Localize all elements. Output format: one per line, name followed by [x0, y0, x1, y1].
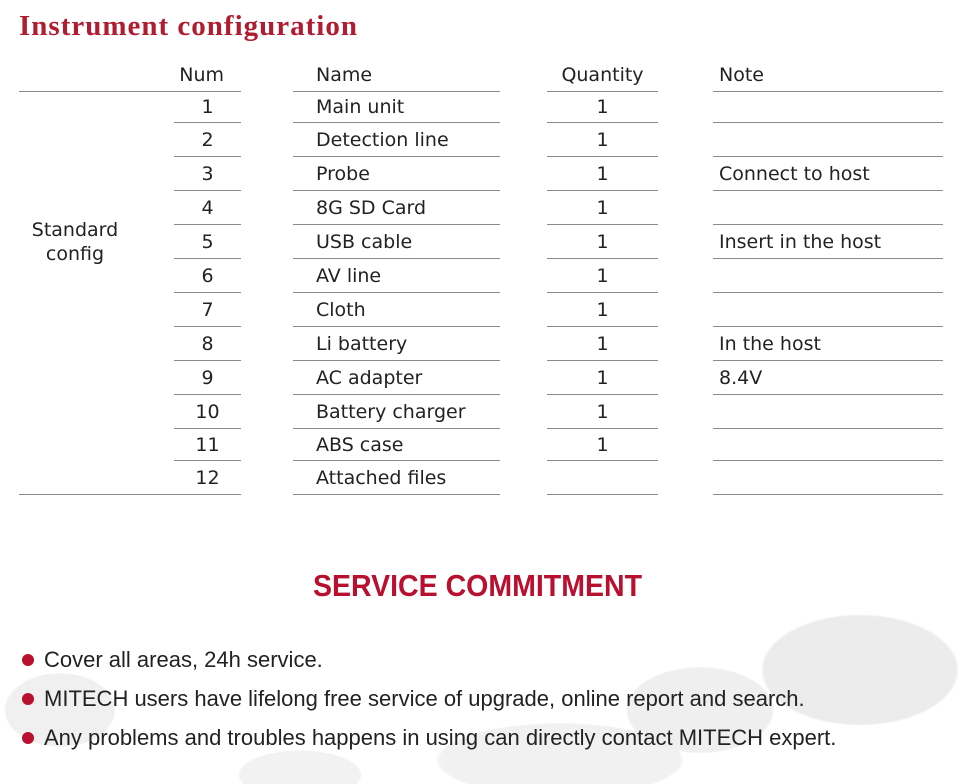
cell-num: 6: [174, 259, 241, 293]
standard-config-group: Standard config: [19, 92, 241, 495]
cell-note: [713, 461, 943, 495]
cell-note: 8.4V: [713, 361, 943, 395]
cell-quantity: 1: [547, 395, 658, 429]
cell-name: Li battery: [293, 327, 500, 361]
cell-quantity: 1: [547, 225, 658, 259]
cell-note: [713, 123, 943, 157]
cell-note: [713, 395, 943, 429]
cell-quantity: 1: [547, 92, 658, 123]
header-note: Note: [713, 59, 943, 92]
bullet-icon: [22, 654, 34, 666]
cell-num: 11: [174, 429, 241, 461]
cell-note: Connect to host: [713, 157, 943, 191]
cell-quantity: 1: [547, 191, 658, 225]
cell-quantity: 1: [547, 293, 658, 327]
service-title: SERVICE COMMITMENT: [312, 568, 643, 603]
cell-name: ABS case: [293, 429, 500, 461]
header-num: Num: [19, 59, 241, 92]
cell-name: Detection line: [293, 123, 500, 157]
cell-num: 4: [174, 191, 241, 225]
header-name: Name: [293, 59, 500, 92]
cell-note: [713, 429, 943, 461]
world-map-background: [0, 560, 960, 784]
service-item: Cover all areas, 24h service.: [22, 645, 323, 675]
cell-num: 8: [174, 327, 241, 361]
cell-name: Cloth: [293, 293, 500, 327]
header-quantity: Quantity: [547, 59, 658, 92]
cell-name: USB cable: [293, 225, 500, 259]
cell-num: 3: [174, 157, 241, 191]
cell-name: Battery charger: [293, 395, 500, 429]
cell-name: Attached files: [293, 461, 500, 495]
cell-note: In the host: [713, 327, 943, 361]
cell-name: AC adapter: [293, 361, 500, 395]
group-label: Standard config: [31, 219, 119, 265]
cell-note: [713, 259, 943, 293]
cell-quantity: 1: [547, 429, 658, 461]
cell-quantity: 1: [547, 327, 658, 361]
cell-quantity: 1: [547, 259, 658, 293]
cell-quantity: 1: [547, 123, 658, 157]
bullet-icon: [22, 693, 34, 705]
cell-name: Main unit: [293, 92, 500, 123]
cell-name: AV line: [293, 259, 500, 293]
bullet-icon: [22, 732, 34, 744]
cell-quantity: 1: [547, 361, 658, 395]
cell-note: [713, 191, 943, 225]
cell-num: 9: [174, 361, 241, 395]
cell-note: [713, 92, 943, 123]
cell-name: Probe: [293, 157, 500, 191]
cell-num: 10: [174, 395, 241, 429]
cell-name: 8G SD Card: [293, 191, 500, 225]
cell-note: Insert in the host: [713, 225, 943, 259]
cell-num: 12: [195, 467, 220, 489]
cell-num: 2: [174, 123, 241, 157]
page-title: Instrument configuration: [19, 10, 358, 42]
cell-num: 5: [174, 225, 241, 259]
service-item: MITECH users have lifelong free service …: [22, 684, 805, 714]
service-item: Any problems and troubles happens in usi…: [22, 723, 836, 753]
cell-quantity: 1: [547, 157, 658, 191]
cell-quantity: [547, 461, 658, 495]
cell-note: [713, 293, 943, 327]
cell-num: 1: [174, 92, 241, 123]
cell-num: 7: [174, 293, 241, 327]
